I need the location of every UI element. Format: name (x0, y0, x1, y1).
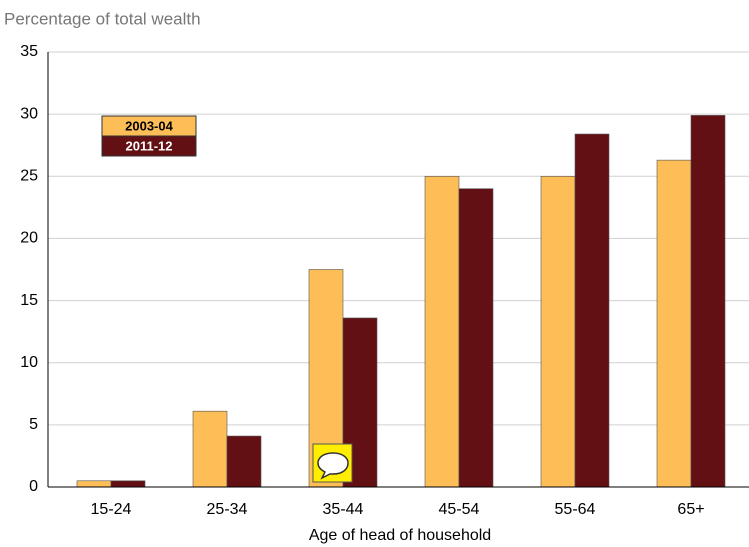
x-tick-label: 45-54 (439, 501, 480, 518)
bar (656, 159, 692, 488)
bar (540, 175, 576, 488)
legend-swatch (101, 135, 197, 157)
y-tick-label: 20 (20, 230, 38, 247)
bar (110, 480, 146, 488)
y-tick-label: 30 (20, 105, 38, 122)
x-tick-label: 15-24 (91, 501, 132, 518)
bar (424, 175, 460, 488)
y-tick-label: 0 (29, 478, 38, 495)
comment-bubble[interactable] (317, 452, 349, 480)
bar (226, 435, 262, 488)
x-tick-label: 25-34 (207, 501, 248, 518)
x-tick-label: 35-44 (323, 501, 364, 518)
bar (574, 133, 610, 488)
y-tick-label: 10 (20, 354, 38, 371)
bar (458, 188, 494, 488)
y-axis-label: Percentage of total wealth (4, 9, 201, 28)
bar (192, 410, 228, 488)
x-tick-label: 65+ (677, 501, 704, 518)
bar (690, 115, 726, 488)
legend-label: 2003-04 (125, 118, 173, 133)
y-tick-label: 35 (20, 43, 38, 60)
x-tick-label: 55-64 (555, 501, 596, 518)
y-tick-label: 5 (29, 416, 38, 433)
legend-label: 2011-12 (126, 138, 173, 153)
comment-icon[interactable] (312, 443, 353, 483)
bar (76, 480, 112, 488)
y-tick-label: 25 (20, 168, 38, 185)
x-axis-label: Age of head of household (309, 527, 491, 544)
y-tick-label: 15 (20, 292, 38, 309)
